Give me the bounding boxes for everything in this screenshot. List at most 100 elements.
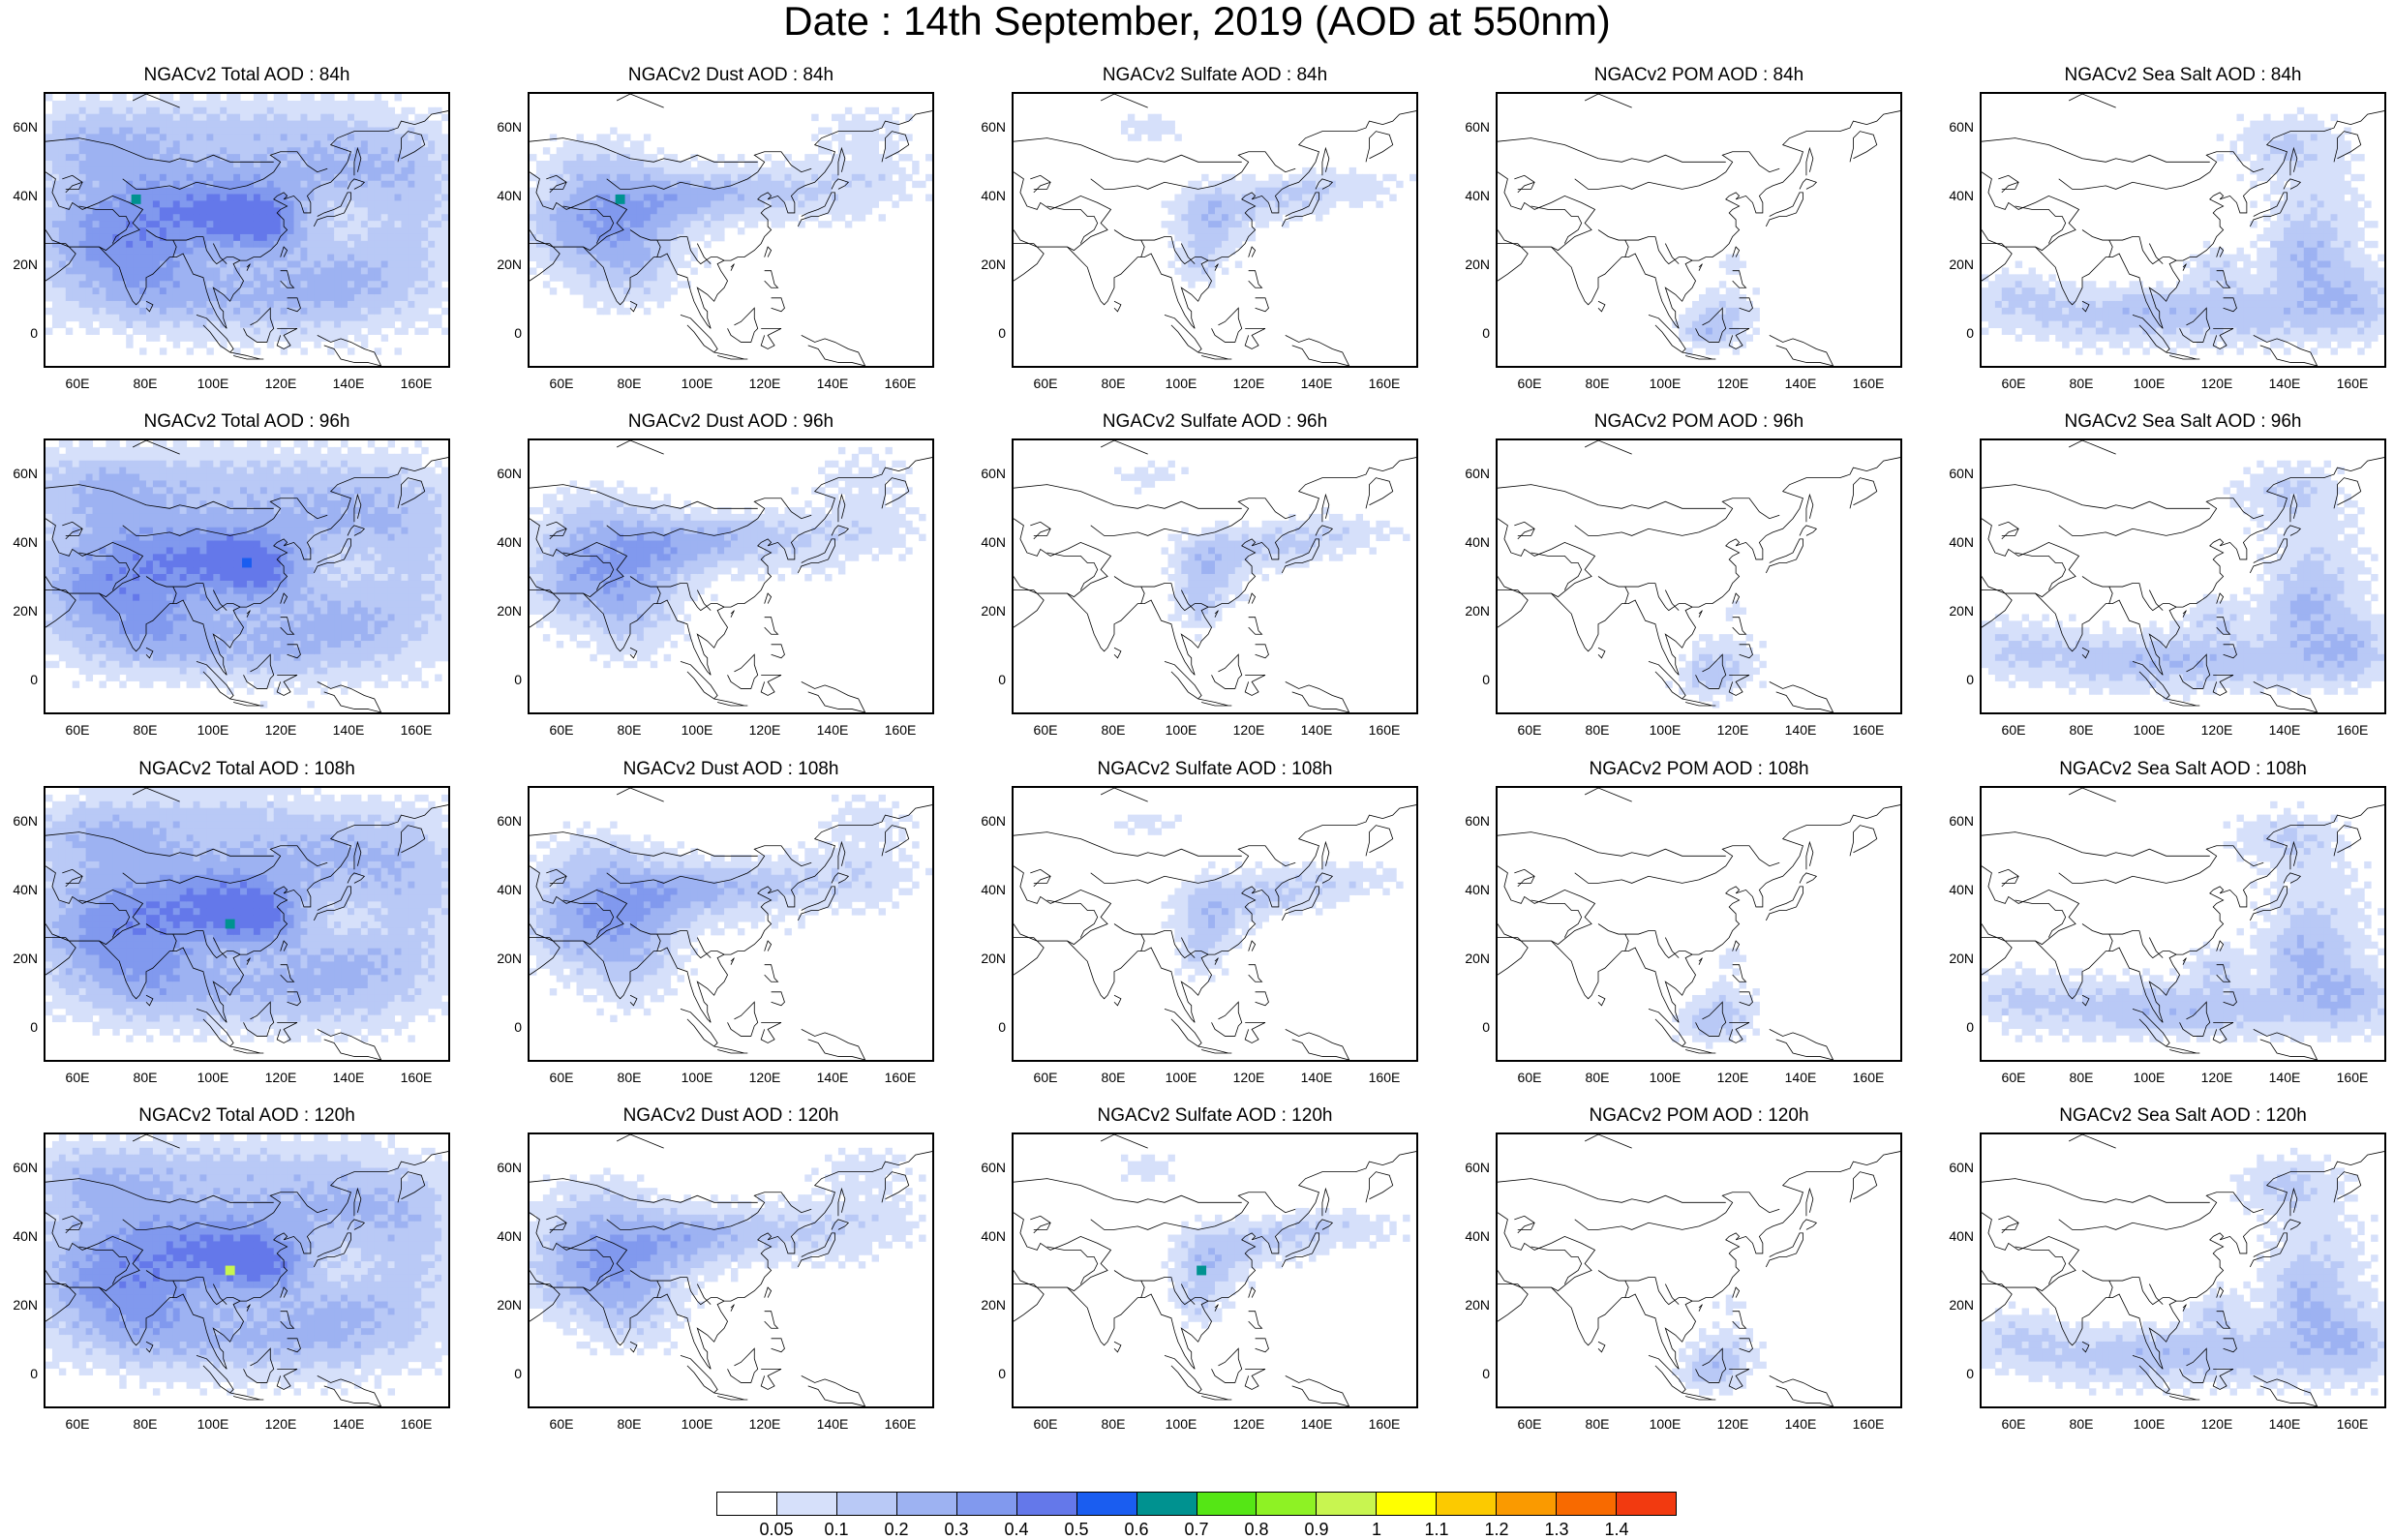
lon-tick-label: 160E (1844, 376, 1893, 391)
coastline (1114, 301, 1121, 312)
panel-title: NGACv2 POM AOD : 84h (1496, 65, 1902, 86)
coastline (1256, 645, 1269, 658)
lon-tick-label: 140E (1776, 1070, 1825, 1085)
map-canvas (1982, 788, 2384, 1060)
coastline (2109, 1281, 2112, 1298)
coastline (1114, 230, 1171, 241)
coastline (1014, 832, 1242, 857)
coastline (1141, 240, 1144, 257)
lon-tick-label: 140E (324, 722, 373, 738)
coastline (1800, 179, 1816, 190)
map-canvas (1498, 94, 1900, 366)
lon-tick-label: 160E (1360, 722, 1409, 738)
coastline (1575, 498, 1779, 536)
coastline (761, 675, 781, 695)
lat-tick-label: 60N (483, 1160, 522, 1175)
coastline (1598, 924, 1655, 935)
map-canvas (1014, 94, 1416, 366)
lon-tick-label: 160E (876, 722, 924, 738)
coastline (1806, 842, 1813, 869)
coastline (2059, 846, 2263, 884)
coastline (681, 661, 717, 699)
coastline (765, 593, 772, 604)
lon-tick-label: 140E (1292, 1070, 1341, 1085)
coastline (1655, 237, 1692, 264)
lat-tick-label: 40N (0, 882, 38, 897)
colorbar-swatch (1197, 1493, 1258, 1515)
lon-tick-label: 100E (1641, 1416, 1689, 1432)
coastline (2069, 1134, 2116, 1148)
coastline (1030, 175, 1050, 189)
lon-tick-label: 100E (1157, 1070, 1205, 1085)
coastline (1850, 132, 1877, 163)
coastline (1531, 206, 1582, 244)
coastline (772, 992, 785, 1006)
lon-tick-label: 140E (324, 1416, 373, 1432)
lon-tick-label: 80E (605, 1416, 653, 1432)
coastline (2015, 553, 2066, 590)
aod-field (1982, 461, 2384, 702)
lon-tick-label: 80E (121, 1070, 169, 1085)
map-canvas (1014, 788, 1416, 1060)
map-frame (1496, 1132, 1902, 1408)
coastline (765, 965, 778, 982)
coastline (1114, 648, 1121, 658)
coastline (1245, 328, 1265, 348)
coastline (617, 1134, 664, 1148)
lat-tick-label: 0 (0, 1366, 38, 1381)
coastline (1625, 934, 1628, 951)
aod-hotspot (132, 195, 141, 204)
lon-tick-label: 60E (1505, 722, 1554, 738)
coastline (2149, 938, 2163, 958)
coastline (728, 1348, 758, 1382)
lat-tick-label: 40N (967, 1228, 1006, 1244)
coastline (1256, 1339, 1269, 1352)
coastline (1982, 832, 2210, 857)
lon-tick-label: 160E (2328, 376, 2377, 391)
lon-tick-label: 140E (808, 1070, 857, 1085)
lon-tick-label: 60E (1021, 1416, 1070, 1432)
coastline (1245, 675, 1265, 695)
coastline (1101, 94, 1148, 107)
aod-field (1114, 461, 1410, 642)
coastline (1366, 826, 1393, 857)
aod-field (1672, 949, 1760, 1049)
map-frame (1496, 438, 1902, 714)
lat-tick-label: 40N (1935, 188, 1974, 203)
lon-tick-label: 80E (605, 1070, 653, 1085)
lon-tick-label: 100E (2125, 1416, 2173, 1432)
coastline (2069, 440, 2116, 454)
lon-tick-label: 100E (189, 1070, 237, 1085)
coastline (617, 94, 664, 107)
map-canvas (45, 1134, 448, 1406)
aod-field (1114, 815, 1404, 982)
lon-tick-label: 60E (53, 1070, 102, 1085)
lat-tick-label: 40N (483, 534, 522, 550)
colorbar-swatch (717, 1493, 777, 1515)
coastline (728, 654, 758, 688)
coastline (2149, 590, 2163, 611)
coastline (1212, 308, 1242, 342)
lat-tick-label: 20N (1935, 951, 1974, 966)
aod-field (1672, 1295, 1767, 1396)
lon-tick-label: 140E (1776, 722, 1825, 738)
aod-field (1665, 601, 1766, 709)
map-canvas (1982, 1134, 2384, 1406)
lon-tick-label: 100E (673, 1070, 721, 1085)
coastline (1770, 335, 1833, 366)
coastline (1575, 846, 1779, 884)
lat-tick-label: 40N (1451, 534, 1490, 550)
coastline (1498, 866, 1595, 945)
lat-tick-label: 0 (1451, 672, 1490, 687)
aod-hotspot (1197, 1266, 1206, 1276)
colorbar-swatch (1377, 1493, 1437, 1515)
coastline (1598, 1342, 1605, 1352)
map-frame (1980, 438, 2386, 714)
lat-tick-label: 40N (1451, 882, 1490, 897)
lon-tick-label: 160E (876, 376, 924, 391)
map-frame (1980, 1132, 2386, 1408)
coastline (714, 1046, 748, 1053)
